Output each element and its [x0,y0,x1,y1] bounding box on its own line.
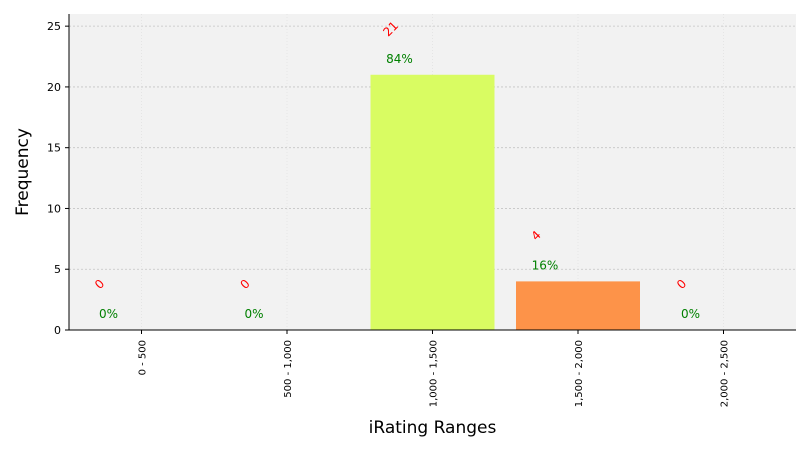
bar [370,74,495,331]
y-tick-label: 5 [54,263,61,276]
y-axis-title: Frequency [13,128,33,216]
x-tick-label: 1,500 - 2,000 [574,340,585,407]
bars [370,74,640,331]
y-tick-label: 25 [47,20,61,33]
x-tick-label: 0 - 500 [138,340,149,375]
percent-label: 0% [99,307,118,321]
axes: 0 5 10 15 20 25 0 - 500 500 - 1,000 1,000 - 1,50… [47,14,796,407]
x-tick-label: 2,000 - 2,500 [720,340,731,407]
y-tick-label: 10 [47,202,61,215]
bar [516,281,640,330]
x-tick-label: 1,000 - 1,500 [429,340,440,407]
x-tick-label: 500 - 1,000 [283,340,294,398]
x-axis-title: iRating Ranges [369,418,497,438]
y-tick-label: 0 [54,324,61,337]
grid-lines [69,14,796,330]
percent-label: 0% [244,307,263,321]
y-tick-label: 20 [47,81,61,94]
percent-label: 84% [386,52,413,66]
percent-label: 0% [681,307,700,321]
y-tick-label: 15 [47,142,61,155]
percent-label: 16% [532,258,559,272]
